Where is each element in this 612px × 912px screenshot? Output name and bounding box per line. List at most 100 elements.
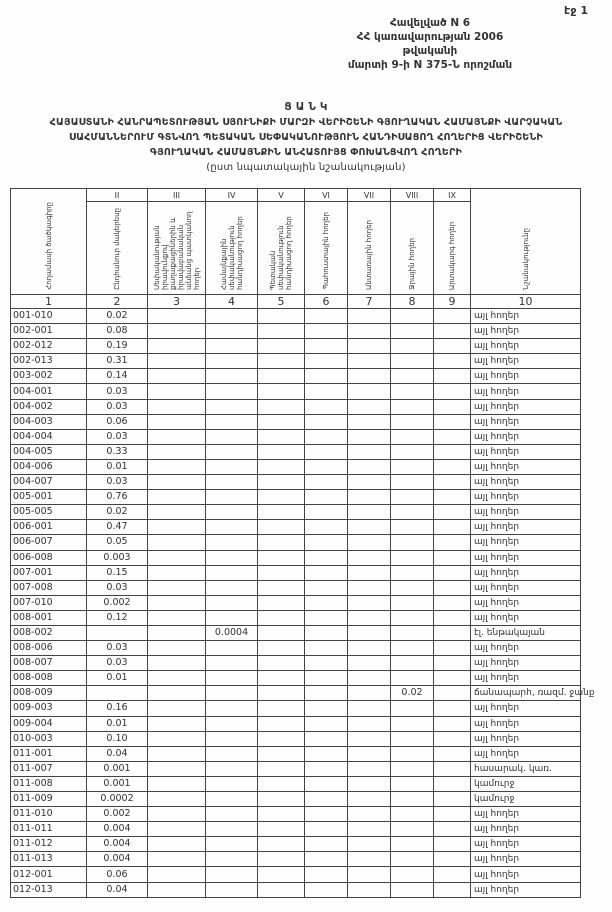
cell [257,836,305,853]
cell [304,745,348,762]
cell [433,866,471,883]
land-purpose: էլ. ենթակայան [470,624,581,642]
title-heading: Ց Ա Ն Կ [284,101,328,113]
cell [304,443,348,460]
column-number-row: 1 2 3 4 5 6 7 8 9 10 [10,294,581,309]
water-land [390,534,434,551]
title-subtitle: (ըստ նպատակային նշանակության) [206,162,406,173]
cell [433,715,471,732]
cell [433,564,471,581]
cell [147,594,206,611]
water-land [390,836,434,853]
cell [147,655,206,672]
parcel-code: 008-006 [10,640,87,657]
water-land [390,640,434,657]
community-land [205,474,258,491]
land-purpose: այլ հողեր [470,338,581,355]
total-area: 0.10 [86,730,148,747]
total-area: 0.004 [86,821,148,838]
cell [147,383,206,400]
cell [304,730,348,747]
cell [347,760,391,777]
parcel-code: 011-008 [10,775,87,793]
community-land [205,670,258,687]
cell [257,670,305,687]
land-purpose: այլ հողեր [470,307,581,325]
cell [257,745,305,762]
cell [147,700,206,717]
parcel-code: 006-007 [10,534,87,551]
table-row: 012-001 0.06 այլ հողեր [10,866,581,883]
water-land [390,413,434,430]
cell [304,851,348,868]
cell [304,624,348,642]
water-land [390,458,434,476]
cell [257,413,305,430]
roman-numeral: IX [433,188,471,202]
table-row: 004-007 0.03 այլ հողեր [10,474,581,491]
cell [257,307,305,325]
cell [147,624,206,642]
cell [304,338,348,355]
table-row: 011-008 0.001 կամուրջ [10,775,581,793]
cell [147,443,206,460]
cell [147,413,206,430]
cell [257,338,305,355]
cell [347,881,391,898]
community-land [205,881,258,898]
cell [347,670,391,687]
land-table: Հողամասի ծածկագիրը II III IV V VI VII VIII IX Նշա… [10,188,595,898]
parcel-code: 003-002 [10,368,87,385]
cell [257,715,305,732]
community-land [205,519,258,536]
total-area: 0.003 [86,549,148,566]
cell [147,519,206,536]
total-area: 0.08 [86,323,148,340]
cell [147,534,206,551]
community-land: 0.0004 [205,624,258,642]
cell [433,700,471,717]
table-row: 011-011 0.004 այլ հողեր [10,821,581,838]
water-land [390,700,434,717]
parcel-code: 002-012 [10,338,87,355]
water-land [390,851,434,868]
table-row: 004-004 0.03 այլ հողեր [10,428,581,445]
table-row: 011-007 0.001 հասարակ. կառ. [10,760,581,777]
cell [147,504,206,521]
cell [433,474,471,491]
cell [257,775,305,793]
column-header-label: Համայնքային սեփականություն հանդիսացող հո… [219,216,244,290]
cell [347,307,391,325]
land-purpose: այլ հողեր [470,398,581,415]
cell [433,398,471,415]
community-land [205,443,258,460]
community-land [205,790,258,808]
community-land [205,383,258,400]
total-area: 0.02 [86,307,148,325]
cell [347,579,391,596]
cell [347,836,391,853]
cell [433,579,471,596]
total-area: 0.01 [86,670,148,687]
land-purpose: այլ հողեր [470,640,581,657]
cell [433,383,471,400]
parcel-code: 004-007 [10,474,87,491]
cell [304,579,348,596]
column-number: 3 [147,294,206,309]
cell [433,458,471,476]
cell [433,534,471,551]
parcel-code: 012-001 [10,866,87,883]
parcel-code: 006-001 [10,519,87,536]
table-row: 008-007 0.03 այլ հողեր [10,655,581,672]
total-area: 0.03 [86,398,148,415]
parcel-code: 001-010 [10,307,87,325]
total-area: 0.03 [86,640,148,657]
land-purpose: հասարակ. կառ. [470,760,581,777]
cell [147,775,206,793]
total-area: 0.14 [86,368,148,385]
total-area: 0.05 [86,534,148,551]
cell [304,806,348,823]
community-land [205,715,258,732]
land-purpose: այլ հողեր [470,443,581,460]
cell [347,594,391,611]
